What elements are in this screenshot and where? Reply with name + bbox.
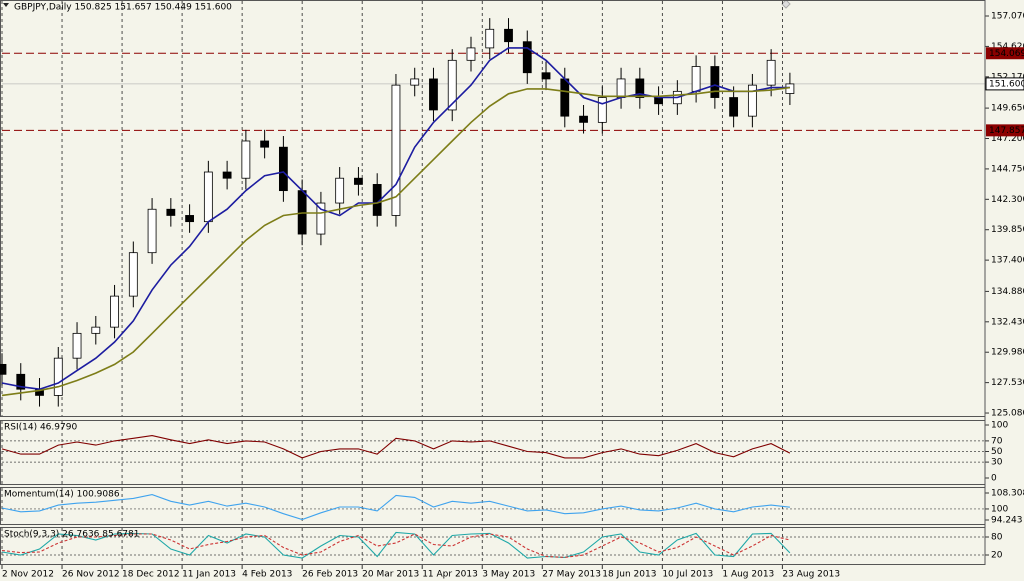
moving-average: [1, 86, 791, 397]
y-tick-label: 50: [991, 447, 1003, 457]
y-tick-label: 147.200: [991, 134, 1024, 144]
candle-body: [466, 47, 476, 61]
price-level-label: 154.069: [989, 49, 1024, 59]
candle-body: [147, 208, 157, 254]
candle-body: [128, 252, 138, 297]
candle-body: [560, 78, 570, 117]
last-price-label: 151.600: [989, 79, 1024, 89]
x-tick-label: 4 Feb 2013: [242, 570, 292, 580]
moving-average: [1, 47, 790, 391]
candle-body: [691, 66, 701, 92]
candle-body: [91, 326, 101, 334]
y-tick-label: 100: [991, 504, 1008, 514]
y-tick-label: 108.3086: [991, 489, 1024, 499]
candle-body: [504, 28, 513, 43]
candle-body: [654, 97, 663, 105]
y-tick-label: 0: [991, 474, 997, 484]
y-tick-label: 139.850: [991, 225, 1024, 235]
x-tick-label: 1 Aug 2013: [722, 570, 774, 580]
candle-body: [0, 363, 7, 375]
y-tick-label: 30: [991, 458, 1003, 468]
x-tick-label: 18 Jun 2013: [602, 570, 656, 580]
panel-title: Momentum(14) 100.9086: [4, 490, 120, 500]
x-tick-label: 2 Nov 2012: [2, 570, 54, 580]
x-tick-label: 27 May 2013: [542, 570, 601, 580]
x-tick-label: 26 Feb 2013: [302, 570, 358, 580]
candle-body: [185, 215, 194, 223]
candle-body: [429, 78, 438, 111]
x-tick-label: 23 Aug 2013: [782, 570, 840, 580]
indicator-line: [1, 531, 791, 559]
y-tick-label: 20: [991, 551, 1003, 561]
candle-body: [391, 84, 401, 216]
candle-body: [410, 78, 420, 86]
indicator-line: [1, 435, 791, 459]
candle-body: [522, 41, 532, 74]
y-tick-label: 142.300: [991, 195, 1024, 205]
candle-body: [222, 171, 232, 179]
candle-body: [597, 97, 607, 123]
candle-body: [635, 78, 645, 98]
candle-body: [260, 140, 270, 148]
candle-body: [335, 177, 345, 204]
indicator-line: [1, 533, 791, 558]
menu-triangle[interactable]: [3, 3, 9, 7]
panel-title: Stoch(9,3,3) 26.7636 85.6781: [4, 530, 139, 540]
y-tick-label: 70: [991, 436, 1003, 446]
panel-title: GBPJPY,Daily 150.825 151.657 150.449 151…: [14, 3, 232, 13]
scroll-marker: [781, 0, 791, 9]
candle-body: [166, 208, 176, 216]
y-tick-label: 134.880: [991, 287, 1024, 297]
y-tick-label: 144.750: [991, 164, 1024, 174]
panel-title: RSI(14) 46.9790: [4, 423, 77, 433]
candle-body: [616, 78, 626, 98]
x-tick-label: 10 Jul 2013: [662, 570, 713, 580]
candle-body: [747, 84, 757, 117]
x-tick-label: 26 Nov 2012: [62, 570, 120, 580]
candle-body: [110, 295, 119, 328]
x-tick-label: 11 Jan 2013: [182, 570, 236, 580]
y-tick-label: 157.070: [991, 12, 1024, 22]
y-tick-label: 80: [991, 533, 1003, 543]
candle-body: [354, 177, 363, 185]
candle-body: [203, 171, 213, 223]
price-level-box: [986, 47, 1024, 60]
y-tick-label: 129.980: [991, 348, 1024, 358]
x-tick-label: 11 Apr 2013: [422, 570, 478, 580]
candle-body: [447, 59, 457, 111]
candle-body: [710, 66, 720, 98]
y-tick-label: 137.400: [991, 256, 1024, 266]
candle-body: [53, 357, 63, 396]
price-level-label: 147.857: [989, 126, 1024, 136]
x-tick-label: 18 Dec 2012: [122, 570, 180, 580]
candle-body: [729, 97, 739, 117]
y-tick-label: 132.430: [991, 317, 1024, 327]
x-tick-label: 3 May 2013: [482, 570, 535, 580]
candle-body: [541, 72, 551, 80]
y-tick-label: 154.620: [991, 42, 1024, 52]
y-tick-label: 125.080: [991, 409, 1024, 419]
candle-body: [316, 202, 326, 235]
last-price-box: [985, 77, 1024, 91]
candle-body: [579, 115, 588, 123]
candle-body: [278, 146, 288, 192]
candle-body: [241, 140, 251, 179]
candle-body: [766, 59, 776, 86]
y-tick-label: 152.170: [991, 72, 1024, 82]
y-tick-label: 149.650: [991, 104, 1024, 114]
y-tick-label: 127.530: [991, 378, 1024, 388]
candle-body: [72, 332, 82, 359]
y-tick-label: 100: [991, 421, 1008, 431]
candle-body: [485, 28, 495, 49]
candle-body: [16, 373, 26, 390]
price-level-box: [986, 124, 1024, 137]
x-tick-label: 20 Mar 2013: [362, 570, 419, 580]
indicator-line: [1, 494, 790, 521]
y-tick-label: 94.243: [991, 516, 1023, 526]
